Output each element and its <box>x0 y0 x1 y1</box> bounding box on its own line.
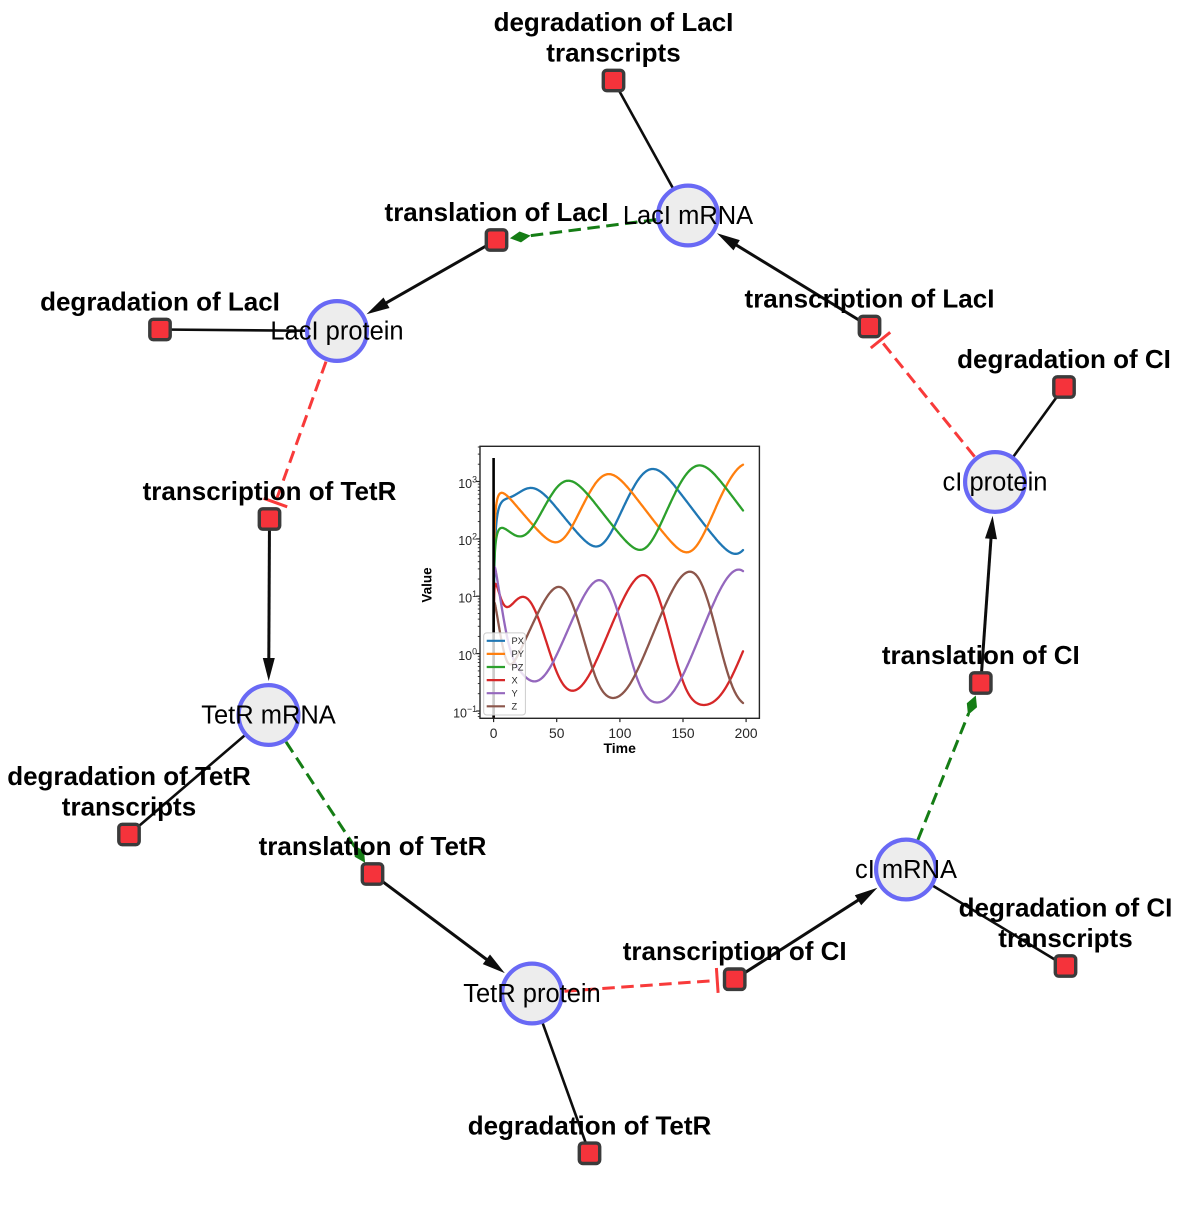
svg-text:0: 0 <box>490 726 498 741</box>
svg-text:10−1: 10−1 <box>453 704 477 721</box>
svg-text:degradation of LacI: degradation of LacI <box>494 7 734 37</box>
svg-text:transcription of LacI: transcription of LacI <box>745 284 995 314</box>
svg-text:degradation of LacI: degradation of LacI <box>40 287 280 317</box>
svg-text:cI protein: cI protein <box>943 469 1048 497</box>
svg-text:transcripts: transcripts <box>62 792 196 822</box>
svg-text:150: 150 <box>671 726 694 741</box>
svg-text:transcription of TetR: transcription of TetR <box>143 476 397 506</box>
svg-text:50: 50 <box>549 726 565 741</box>
svg-text:degradation of TetR: degradation of TetR <box>7 761 251 791</box>
svg-text:200: 200 <box>735 726 758 741</box>
svg-text:Y: Y <box>512 689 518 699</box>
svg-text:100: 100 <box>458 646 477 663</box>
svg-text:101: 101 <box>458 589 477 606</box>
svg-text:TetR protein: TetR protein <box>463 980 601 1008</box>
svg-text:degradation of CI: degradation of CI <box>959 893 1173 923</box>
svg-text:translation of CI: translation of CI <box>882 640 1080 670</box>
svg-text:transcripts: transcripts <box>998 923 1132 953</box>
svg-text:transcription of CI: transcription of CI <box>623 936 847 966</box>
svg-text:100: 100 <box>608 726 631 741</box>
svg-text:translation of TetR: translation of TetR <box>259 831 487 861</box>
svg-text:PZ: PZ <box>512 662 524 672</box>
svg-text:102: 102 <box>458 532 477 549</box>
svg-text:PX: PX <box>512 636 524 646</box>
svg-text:Time: Time <box>603 740 636 756</box>
svg-text:X: X <box>512 675 518 685</box>
svg-text:degradation of CI: degradation of CI <box>957 344 1171 374</box>
svg-text:degradation of TetR: degradation of TetR <box>468 1110 712 1140</box>
svg-text:103: 103 <box>458 474 477 491</box>
svg-text:Value: Value <box>420 567 435 603</box>
svg-text:PY: PY <box>512 649 524 659</box>
svg-text:TetR mRNA: TetR mRNA <box>201 702 336 730</box>
svg-text:LacI protein: LacI protein <box>270 318 403 346</box>
svg-text:cI mRNA: cI mRNA <box>855 856 957 884</box>
svg-text:Z: Z <box>512 702 518 712</box>
svg-text:transcripts: transcripts <box>546 38 680 68</box>
svg-text:translation of LacI: translation of LacI <box>385 197 609 227</box>
svg-text:LacI mRNA: LacI mRNA <box>623 202 753 230</box>
